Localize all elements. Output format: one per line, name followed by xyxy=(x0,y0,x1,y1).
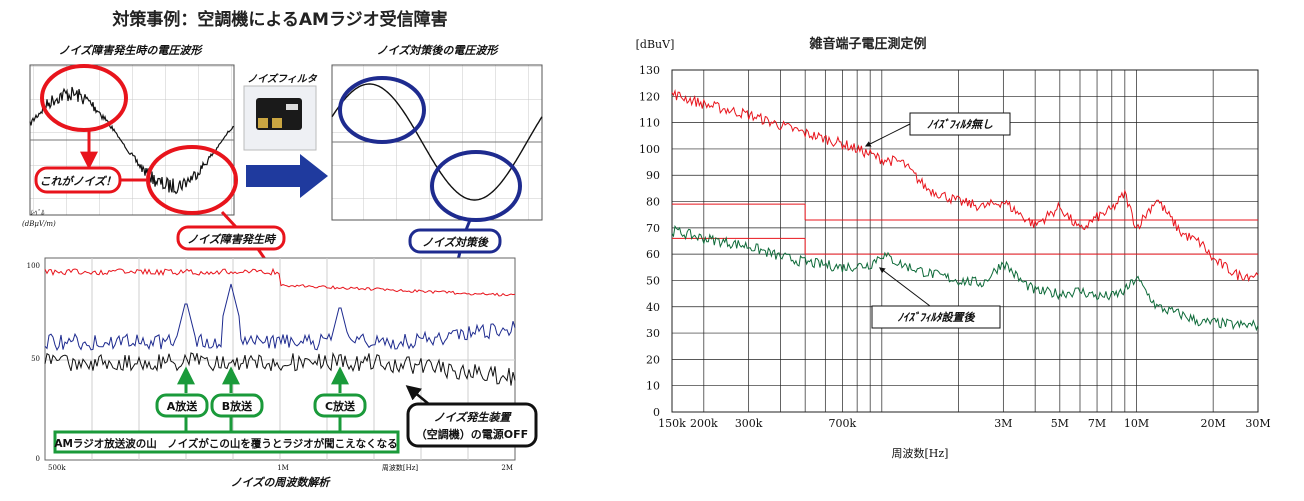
filter-label-plate xyxy=(286,104,298,110)
x-tick-label: 700k xyxy=(829,417,857,430)
scope-before-waveform xyxy=(29,86,235,195)
y-tick-label: 120 xyxy=(639,90,660,103)
x-tick-label: 7M xyxy=(1088,417,1106,430)
x-tick-label: 30M xyxy=(1245,417,1270,430)
spectrum-ytick-0: 0 xyxy=(36,455,40,463)
station-b-box xyxy=(210,393,264,418)
station-a-label: A放送 xyxy=(167,399,199,413)
annotation-no-filter-text: ﾉｲｽﾞﾌｨﾙﾀ無し xyxy=(927,118,993,131)
off-note-line-1: ノイズ発生装置 xyxy=(434,411,513,424)
noise-highlight-top xyxy=(40,64,128,132)
scope-after xyxy=(331,64,543,222)
y-tick-label: 100 xyxy=(639,143,660,156)
annotation-with-filter-text: ﾉｲｽﾞﾌｨﾙﾀ設置後 xyxy=(898,311,976,324)
spectrum-ytick-50: 50 xyxy=(31,355,40,363)
filter-label: ノイズフィルタ xyxy=(247,73,317,85)
x-tick-label: 3M xyxy=(994,417,1012,430)
callout-occurring-box xyxy=(176,225,286,251)
chart-ylabel: [dBuV] xyxy=(636,38,675,51)
x-tick-label: 10M xyxy=(1124,417,1149,430)
chart-title: 雑音端子電圧測定例 xyxy=(808,36,926,52)
y-tick-label: 30 xyxy=(646,327,660,340)
spectrum-title: ノイズの周波数解析 xyxy=(231,476,332,489)
spectrum-red-trace xyxy=(44,267,516,297)
noise-filter-image: ノイズフィルタ xyxy=(243,73,318,151)
y-tick-labels: 0 10 20 30 40 50 60 70 80 90 100 110 120 130 xyxy=(639,64,660,419)
x-tick-label: 200k xyxy=(690,417,718,430)
spectrum-xtick-500k: 500k xyxy=(48,464,66,472)
y-tick-label: 130 xyxy=(639,64,660,77)
spectrum-xtick-1m: 1M xyxy=(277,464,289,472)
callout-noise-text: これがノイズ！ xyxy=(40,175,117,188)
chart-xlabel: 周波数[Hz] xyxy=(892,447,949,460)
x-tick-label: 5M xyxy=(1051,417,1069,430)
spectrum-navy-trace xyxy=(44,283,516,352)
y-tick-label: 20 xyxy=(646,353,660,366)
y-tick-label: 90 xyxy=(646,169,660,182)
callout-fixed-text: ノイズ対策後 xyxy=(422,236,489,249)
scope-before-title: ノイズ障害発生時の電圧波形 xyxy=(59,44,204,57)
spectrum-chart: 100 50 0 500k 1M 2M 周波数[Hz] ノイズの周波数解析 xyxy=(27,257,516,489)
station-a-box xyxy=(155,393,209,418)
x-tick-label: 20M xyxy=(1201,417,1226,430)
filter-terminal-2 xyxy=(272,118,282,128)
limit-lines xyxy=(672,203,1258,255)
annotation-no-filter: ﾉｲｽﾞﾌｨﾙﾀ無し xyxy=(864,112,1011,147)
am-box xyxy=(53,430,400,454)
level-label-2: (dBμV/m) xyxy=(22,220,56,228)
callout-fixed-box xyxy=(408,228,502,254)
noise-highlight-bottom xyxy=(146,145,238,215)
spectrum-ytick-100: 100 xyxy=(27,262,40,270)
series-with-filter xyxy=(671,224,1259,332)
x-tick-label: 150k xyxy=(658,417,686,430)
left-panel-title: 対策事例：空調機によるAMラジオ受信障害 xyxy=(111,9,447,30)
annotation-no-filter-box xyxy=(909,112,1011,136)
big-arrow xyxy=(246,154,328,198)
spectrum-xlabel: 周波数[Hz] xyxy=(382,463,419,472)
callout-noise-occurring: ノイズ障害発生時 xyxy=(176,210,286,281)
level-label-1: ﾚﾍﾞﾙ xyxy=(30,209,44,217)
station-c-box xyxy=(313,393,367,418)
y-tick-label: 70 xyxy=(646,222,660,235)
annotation-with-filter-arrow xyxy=(879,267,931,307)
spectrum-black-trace xyxy=(44,351,516,386)
y-tick-label: 110 xyxy=(639,117,660,130)
annotation-with-filter: ﾉｲｽﾞﾌｨﾙﾀ設置後 xyxy=(871,267,1001,329)
y-tick-label: 40 xyxy=(646,301,660,314)
y-tick-label: 80 xyxy=(646,196,660,209)
off-note: ノイズ発生装置 （空調機）の電源OFF xyxy=(405,385,538,448)
y-tick-label: 50 xyxy=(646,274,660,287)
x-tick-label: 300k xyxy=(735,417,763,430)
callout-noise-box xyxy=(34,166,122,194)
y-tick-label: 60 xyxy=(646,248,660,261)
callout-occurring-link xyxy=(220,210,238,229)
callout-noise: これがノイズ！ xyxy=(34,130,146,194)
fixed-highlight-top xyxy=(338,76,426,144)
annotation-no-filter-arrow xyxy=(864,123,911,147)
right-chart: 雑音端子電圧測定例 [dBuV] 0 10 20 30 40 50 60 70 80 90 100 1… xyxy=(636,36,1271,460)
off-note-box xyxy=(406,402,538,448)
y-tick-label: 10 xyxy=(646,380,660,393)
am-box-text: AMラジオ放送波の山 ノイズがこの山を覆うとラジオが聞こえなくなる xyxy=(54,437,397,450)
callout-occurring-text: ノイズ障害発生時 xyxy=(187,233,277,246)
series-no-filter xyxy=(671,89,1259,283)
x-tick-labels: 150k 200k 300k 700k 3M 5M 7M 10M 20M 30M xyxy=(658,417,1270,430)
y-tick-label: 0 xyxy=(653,406,660,419)
off-note-line-2: （空調機）の電源OFF xyxy=(416,427,528,441)
station-b-label: B放送 xyxy=(222,399,253,413)
left-panel: 対策事例：空調機によるAMラジオ受信障害 ノイズ障害発生時の電圧波形 ノイズ対策… xyxy=(22,9,543,489)
filter-terminal-1 xyxy=(258,118,268,128)
off-note-arrow xyxy=(405,385,431,406)
callout-fixed-link xyxy=(464,219,472,231)
fixed-highlight-bottom xyxy=(430,150,522,222)
spectrum-xtick-2m: 2M xyxy=(501,464,513,472)
station-callouts: A放送 B放送 C放送 AMラジオ放送波の山 ノイズがこの山を覆うとラジオが聞こ… xyxy=(53,366,400,454)
station-c-label: C放送 xyxy=(325,399,356,413)
annotation-with-filter-box xyxy=(871,305,1001,329)
scope-after-title: ノイズ対策後の電圧波形 xyxy=(377,44,500,57)
